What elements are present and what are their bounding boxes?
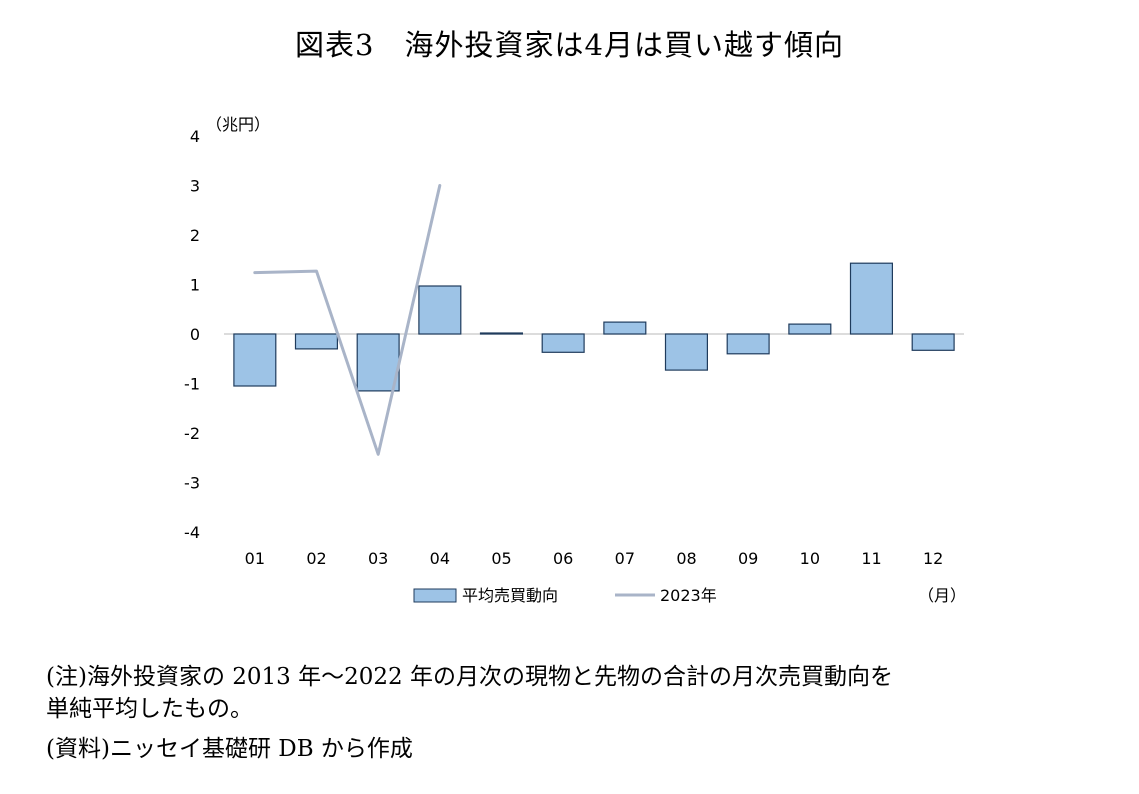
y-tick-label: 0 [190, 325, 200, 344]
y-tick-label: 3 [190, 177, 200, 196]
x-tick-label: 11 [861, 549, 881, 568]
bar-11 [849, 262, 894, 335]
x-tick-label: 12 [923, 549, 943, 568]
x-tick-label: 05 [491, 549, 511, 568]
line-2023 [253, 184, 442, 456]
bar-09 [726, 333, 770, 355]
bar-04 [418, 285, 462, 335]
x-axis-label: （月） [918, 586, 966, 605]
y-tick-label: 2 [190, 226, 200, 245]
bar-08 [664, 333, 709, 371]
x-tick-label: 06 [553, 549, 573, 568]
legend-swatch-bar [413, 588, 457, 603]
bar-10 [788, 323, 832, 335]
line-series-2023 [253, 184, 442, 456]
bar-01 [233, 333, 277, 387]
bar-series-平均売買動向 [233, 262, 955, 392]
y-axis-label: （兆円） [206, 115, 270, 134]
legend-label-line: 2023年 [660, 586, 717, 605]
bar-06 [541, 333, 585, 353]
x-tick-label: 03 [368, 549, 388, 568]
x-tick-label: 08 [676, 549, 696, 568]
note-line-1: (注)海外投資家の 2013 年～2022 年の月次の現物と先物の合計の月次売買… [46, 664, 893, 690]
x-tick-label: 09 [738, 549, 758, 568]
y-tick-label: -2 [184, 424, 200, 443]
bar-05 [479, 332, 524, 335]
legend: 平均売買動向 2023年 [413, 586, 717, 605]
note-line-2: 単純平均したもの。 [46, 696, 253, 722]
source-line: (資料)ニッセイ基礎研 DB から作成 [46, 736, 413, 762]
x-tick-label: 10 [800, 549, 820, 568]
y-tick-label: 4 [190, 127, 200, 146]
x-tick-label: 04 [430, 549, 450, 568]
bar-12 [911, 333, 955, 351]
y-tick-label: -4 [184, 523, 200, 542]
y-axis-ticks: 4 3 2 1 0 -1 -2 -3 -4 [184, 127, 200, 542]
y-tick-label: -3 [184, 474, 200, 493]
x-tick-label: 01 [245, 549, 265, 568]
y-tick-label: 1 [190, 276, 200, 295]
bar-02 [294, 333, 339, 350]
x-tick-label: 02 [306, 549, 326, 568]
legend-label-bar: 平均売買動向 [462, 586, 558, 605]
chart-title: 図表3 海外投資家は4月は買い越す傾向 [295, 28, 844, 62]
x-tick-label: 07 [615, 549, 635, 568]
x-axis-ticks: 01 02 03 04 05 06 07 08 09 10 11 12 [245, 549, 944, 568]
y-tick-label: -1 [184, 375, 200, 394]
bar-03 [356, 333, 400, 392]
bar-07 [603, 321, 647, 335]
